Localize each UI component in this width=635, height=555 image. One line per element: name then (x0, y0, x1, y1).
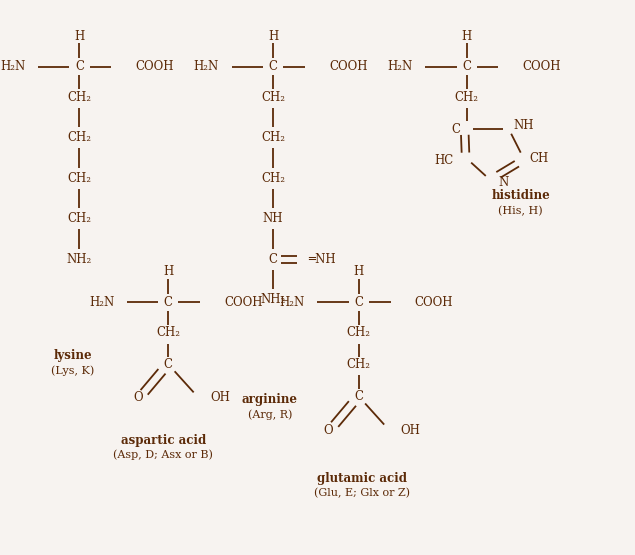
Text: CH₂: CH₂ (67, 131, 91, 144)
Text: COOH: COOH (329, 60, 368, 73)
Text: NH₂: NH₂ (260, 293, 286, 306)
Text: glutamic acid: glutamic acid (317, 472, 407, 486)
Text: CH₂: CH₂ (347, 358, 371, 371)
Text: O: O (323, 423, 333, 437)
Text: C: C (164, 296, 173, 309)
Text: OH: OH (210, 391, 230, 405)
Text: CH₂: CH₂ (67, 90, 91, 104)
Text: (Asp, D; Asx or B): (Asp, D; Asx or B) (113, 449, 213, 460)
Text: H₂N: H₂N (279, 296, 305, 309)
Text: CH₂: CH₂ (455, 90, 479, 104)
Text: NH: NH (513, 119, 533, 133)
Text: H₂N: H₂N (387, 60, 413, 73)
Text: H: H (268, 29, 278, 43)
Text: COOH: COOH (224, 296, 263, 309)
Text: OH: OH (401, 423, 420, 437)
Text: COOH: COOH (135, 60, 174, 73)
Text: C: C (269, 60, 277, 73)
Text: C: C (75, 60, 84, 73)
Text: CH₂: CH₂ (67, 212, 91, 225)
Text: (Arg, R): (Arg, R) (248, 410, 292, 421)
Text: H₂N: H₂N (0, 60, 25, 73)
Text: H: H (462, 29, 472, 43)
Text: NH₂: NH₂ (67, 253, 92, 266)
Text: NH: NH (263, 212, 283, 225)
Text: (Lys, K): (Lys, K) (51, 365, 95, 376)
Text: arginine: arginine (242, 393, 298, 406)
Text: H: H (74, 29, 84, 43)
Text: C: C (354, 296, 363, 309)
Text: O: O (133, 391, 143, 405)
Text: CH₂: CH₂ (261, 90, 285, 104)
Text: CH₂: CH₂ (67, 171, 91, 185)
Text: H: H (354, 265, 364, 279)
Text: histidine: histidine (491, 189, 550, 203)
Text: COOH: COOH (523, 60, 561, 73)
Text: C: C (451, 123, 460, 136)
Text: C: C (164, 358, 173, 371)
Text: CH₂: CH₂ (261, 131, 285, 144)
Text: (His, H): (His, H) (498, 206, 543, 216)
Text: C: C (269, 253, 277, 266)
Text: H₂N: H₂N (89, 296, 114, 309)
Text: H: H (163, 265, 173, 279)
Text: H₂N: H₂N (194, 60, 219, 73)
Text: COOH: COOH (415, 296, 453, 309)
Text: aspartic acid: aspartic acid (121, 433, 206, 447)
Text: C: C (462, 60, 471, 73)
Text: (Glu, E; Glx or Z): (Glu, E; Glx or Z) (314, 488, 410, 498)
Text: HC: HC (435, 154, 454, 168)
Text: lysine: lysine (54, 349, 92, 362)
Text: ═NH: ═NH (308, 253, 336, 266)
Text: CH₂: CH₂ (347, 326, 371, 340)
Text: CH₂: CH₂ (156, 326, 180, 340)
Text: CH: CH (529, 152, 548, 165)
Text: C: C (354, 390, 363, 403)
Text: CH₂: CH₂ (261, 171, 285, 185)
Text: N: N (498, 175, 509, 189)
